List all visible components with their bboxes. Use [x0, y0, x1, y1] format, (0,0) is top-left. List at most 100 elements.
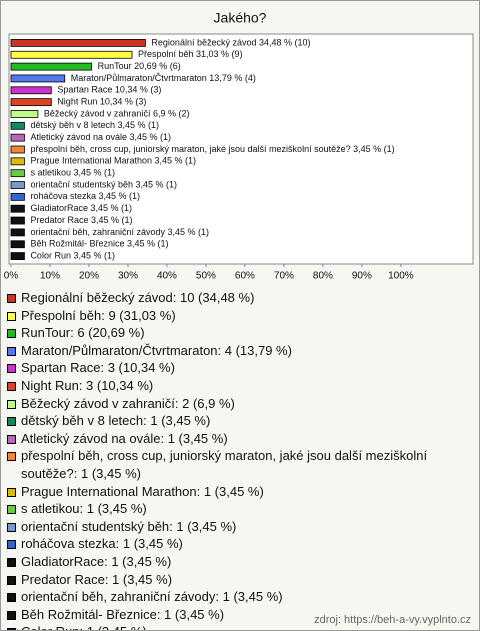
- legend-item: Color Run: 1 (3,45 %): [7, 623, 447, 630]
- bar: [10, 86, 52, 95]
- legend-label: Predator Race: 1 (3,45 %): [21, 571, 173, 587]
- value-label: přespolní běh, cross cup, juniorský mara…: [30, 144, 394, 154]
- legend-swatch: [7, 311, 16, 321]
- legend-swatch: [7, 364, 16, 374]
- legend-label: dětský běh v 8 letech: 1 (3,45 %): [21, 413, 211, 429]
- bar: [10, 145, 25, 154]
- legend-item: Prague International Marathon: 1 (3,45 %…: [7, 483, 447, 501]
- legend-item: Běžecký závod v zahraničí: 2 (6,9 %): [7, 395, 447, 413]
- legend-label: Maraton/Půlmaraton/Čtvrtmaraton: 4 (13,7…: [21, 342, 292, 358]
- x-tick-label: 70%: [274, 271, 294, 282]
- chart: Jakého? 0% 10% 20% 30% 40% 50% 60% 70% 80% 90% 100…: [4, 10, 474, 282]
- legend-label: orientační běh, zahraniční závody: 1 (3,…: [21, 589, 283, 605]
- value-label: RunTour 20,69 % (6): [98, 61, 181, 71]
- x-tick-label: 0%: [4, 271, 19, 282]
- legend-item: Regionální běžecký závod: 10 (34,48 %): [7, 289, 447, 307]
- value-label: roháčova stezka 3,45 % (1): [30, 191, 140, 201]
- legend-item: roháčova stezka: 1 (3,45 %): [7, 535, 447, 553]
- legend-item: orientační studentský běh: 1 (3,45 %): [7, 518, 447, 536]
- x-tick-label: 40%: [157, 271, 177, 282]
- legend-label: Prague International Marathon: 1 (3,45 %…: [21, 483, 264, 499]
- bar: [10, 50, 133, 59]
- legend-label: Night Run: 3 (10,34 %): [21, 377, 154, 393]
- legend: Regionální běžecký závod: 10 (34,48 %) Př…: [7, 289, 447, 630]
- legend-swatch: [7, 505, 16, 515]
- legend-label: Běh Rožmitál- Březnice: 1 (3,45 %): [21, 606, 225, 622]
- bar: [10, 204, 25, 213]
- bar: [10, 228, 25, 237]
- legend-label: Přespolní běh: 9 (31,03 %): [21, 307, 176, 323]
- bar: [10, 110, 39, 118]
- x-tick-label: 80%: [313, 271, 333, 282]
- bar: [10, 39, 146, 47]
- legend-item: Maraton/Půlmaraton/Čtvrtmaraton: 4 (13,7…: [7, 342, 447, 360]
- legend-item: dětský běh v 8 letech: 1 (3,45 %): [7, 412, 447, 430]
- x-tick-label: 30%: [118, 271, 138, 282]
- x-tick-label: 10%: [40, 271, 60, 282]
- legend-item: Night Run: 3 (10,34 %): [7, 377, 447, 395]
- bar: [10, 133, 25, 142]
- value-label: Běh Rožmitál- Březnice 3,45 % (1): [30, 239, 168, 249]
- value-label: Color Run 3,45 % (1): [30, 250, 115, 260]
- legend-label: Spartan Race: 3 (10,34 %): [21, 360, 175, 376]
- x-tick-label: 100%: [388, 271, 414, 282]
- legend-item: Spartan Race: 3 (10,34 %): [7, 359, 447, 377]
- legend-item: s atletikou: 1 (3,45 %): [7, 500, 447, 518]
- legend-swatch: [7, 329, 16, 339]
- legend-label: GladiatorRace: 1 (3,45 %): [21, 553, 172, 569]
- legend-item: Přespolní běh: 9 (31,03 %): [7, 307, 447, 325]
- legend-swatch: [7, 522, 16, 532]
- plot-area: [8, 33, 474, 265]
- x-tick-label: 50%: [196, 271, 216, 282]
- legend-item: Predator Race: 1 (3,45 %): [7, 571, 447, 589]
- bar: [10, 169, 25, 178]
- value-label: Prague International Marathon 3,45 % (1): [30, 156, 196, 166]
- value-label: Atletický závod na ovále 3,45 % (1): [30, 132, 171, 142]
- value-label: Maraton/Půlmaraton/Čtvrtmaraton 13,79 % …: [71, 73, 256, 83]
- value-label: s atletikou 3,45 % (1): [30, 168, 115, 178]
- x-tick-label: 60%: [235, 271, 255, 282]
- chart-title: Jakého?: [214, 10, 267, 26]
- legend-swatch: [7, 557, 16, 567]
- legend-label: Color Run: 1 (3,45 %): [21, 623, 147, 630]
- bar: [10, 252, 25, 260]
- legend-swatch: [7, 487, 16, 497]
- legend-item: orientační běh, zahraniční závody: 1 (3,…: [7, 588, 447, 606]
- value-label: orientační běh, zahraniční závody 3,45 %…: [30, 227, 209, 237]
- legend-label: orientační studentský běh: 1 (3,45 %): [21, 518, 237, 534]
- legend-swatch: [7, 593, 16, 603]
- value-label: Spartan Race 10,34 % (3): [57, 85, 161, 95]
- legend-label: Atletický závod na ovále: 1 (3,45 %): [21, 430, 228, 446]
- legend-item: Atletický závod na ovále: 1 (3,45 %): [7, 430, 447, 448]
- bar: [10, 192, 25, 201]
- value-label: Regionální běžecký závod 34,48 % (10): [151, 37, 310, 47]
- legend-swatch: [7, 346, 16, 356]
- legend-swatch: [7, 452, 16, 462]
- legend-item: GladiatorRace: 1 (3,45 %): [7, 553, 447, 571]
- legend-item: RunTour: 6 (20,69 %): [7, 324, 447, 342]
- legend-label: roháčova stezka: 1 (3,45 %): [21, 536, 183, 552]
- legend-swatch: [7, 417, 16, 427]
- value-label: dětský běh v 8 letech 3,45 % (1): [30, 120, 159, 130]
- legend-swatch: [7, 381, 16, 391]
- bar: [10, 216, 25, 225]
- value-label: Běžecký závod v zahraničí 6,9 % (2): [44, 108, 190, 118]
- legend-swatch: [7, 610, 16, 620]
- bar: [10, 121, 25, 130]
- legend-label: Běžecký závod v zahraničí: 2 (6,9 %): [21, 395, 235, 411]
- source: zdroj: https://beh-a-vy.vyplnto.cz: [314, 614, 471, 626]
- bar: [10, 240, 25, 249]
- legend-swatch: [7, 575, 16, 585]
- x-tick-label: 20%: [79, 271, 99, 282]
- legend-swatch: [7, 294, 16, 303]
- bar: [10, 98, 52, 107]
- legend-label: RunTour: 6 (20,69 %): [21, 325, 145, 341]
- legend-swatch: [7, 628, 16, 630]
- legend-item: přespolní běh, cross cup, juniorský mara…: [7, 447, 447, 482]
- legend-swatch: [7, 434, 16, 444]
- bar: [10, 181, 25, 189]
- value-label: Přespolní běh 31,03 % (9): [138, 49, 243, 59]
- legend-label: s atletikou: 1 (3,45 %): [21, 501, 147, 517]
- value-label: Predator Race 3,45 % (1): [30, 215, 132, 225]
